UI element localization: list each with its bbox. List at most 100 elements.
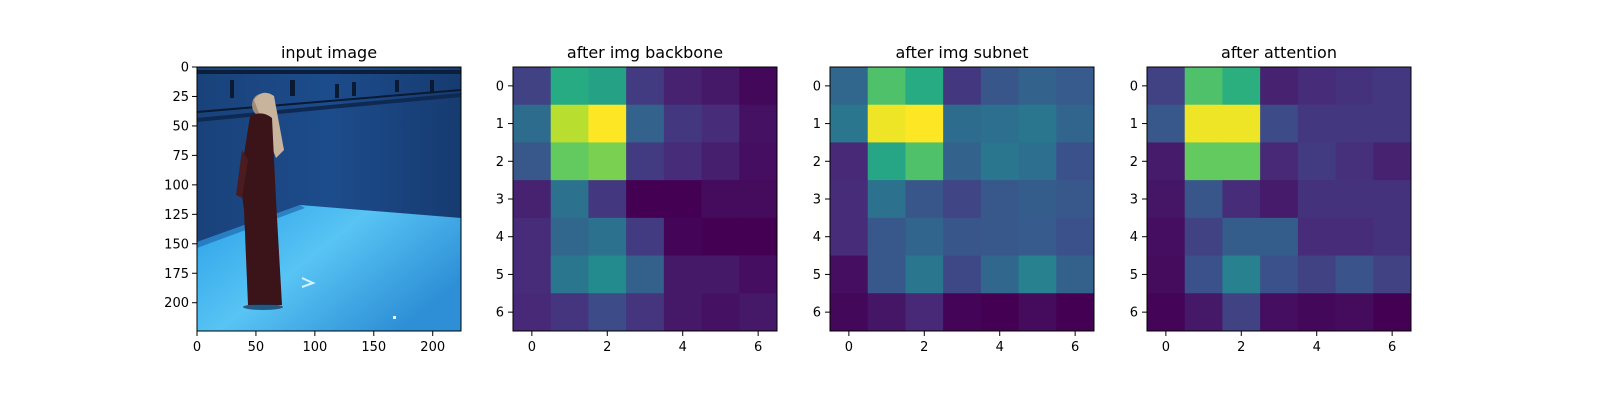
tick-label: 0 bbox=[1130, 79, 1138, 94]
heatmap-cell bbox=[1335, 217, 1374, 256]
heatmap-cell bbox=[1056, 67, 1095, 106]
heatmap-cell bbox=[830, 67, 869, 106]
heatmap-cell bbox=[550, 104, 589, 143]
heatmap-cell bbox=[830, 293, 869, 332]
axes-after-img-backbone: after img backbone 0 2 4 6 0 1 2 3 4 5 6 bbox=[496, 43, 778, 355]
heatmap-cell bbox=[1335, 255, 1374, 294]
heatmap-cell bbox=[701, 142, 740, 181]
tick-label: 4 bbox=[679, 340, 687, 355]
heatmap-cell bbox=[663, 104, 702, 143]
heatmap-cell bbox=[550, 293, 589, 332]
heatmap-cell bbox=[1222, 217, 1261, 256]
heatmap-cell bbox=[980, 142, 1019, 181]
heatmap-cell bbox=[830, 255, 869, 294]
heatmap-cell bbox=[980, 104, 1019, 143]
heatmap-cell bbox=[943, 67, 982, 106]
heatmap-cell bbox=[513, 293, 552, 332]
heatmap-cell bbox=[588, 104, 627, 143]
heatmap-cell bbox=[1222, 104, 1261, 143]
tick-label: 0 bbox=[528, 340, 536, 355]
heatmap-cell bbox=[1147, 293, 1186, 332]
heatmap-cell bbox=[867, 293, 906, 332]
heatmap-cell bbox=[513, 180, 552, 219]
heatmap-cell bbox=[701, 67, 740, 106]
tick-label: 0 bbox=[1162, 340, 1170, 355]
heatmap-cell bbox=[1335, 142, 1374, 181]
heatmap-cell bbox=[1184, 180, 1223, 219]
heatmap-cell bbox=[905, 104, 944, 143]
heatmap-cell bbox=[1184, 293, 1223, 332]
input-photo bbox=[197, 67, 461, 331]
heatmap-cell bbox=[588, 293, 627, 332]
heatmap-cell bbox=[905, 180, 944, 219]
tick-label: 6 bbox=[496, 306, 504, 321]
heatmap-cell bbox=[1260, 67, 1299, 106]
heatmap-cell bbox=[626, 180, 665, 219]
heatmap-cell bbox=[588, 180, 627, 219]
axes-after-attention: after attention 0 2 4 6 0 1 2 3 4 5 6 bbox=[1130, 43, 1412, 355]
heatmap-cell bbox=[1018, 67, 1057, 106]
tick-label: 4 bbox=[496, 230, 504, 245]
tick-label: 1 bbox=[496, 117, 504, 132]
heatmap-cell bbox=[626, 104, 665, 143]
tick-label: 1 bbox=[813, 117, 821, 132]
heatmap-cell bbox=[905, 67, 944, 106]
heatmap-cell bbox=[867, 255, 906, 294]
heatmap-cell bbox=[626, 67, 665, 106]
tick-label: 0 bbox=[813, 79, 821, 94]
heatmap-cell bbox=[550, 255, 589, 294]
heatmap-cell bbox=[1297, 67, 1336, 106]
heatmap-cell bbox=[663, 217, 702, 256]
heatmap-cell bbox=[513, 255, 552, 294]
tick-label: 4 bbox=[813, 230, 821, 245]
tick-label: 2 bbox=[496, 155, 504, 170]
heatmap-cell bbox=[1056, 217, 1095, 256]
heatmap-cell bbox=[905, 142, 944, 181]
tick-label: 75 bbox=[172, 149, 189, 164]
tick-label: 0 bbox=[845, 340, 853, 355]
tick-label: 0 bbox=[193, 340, 201, 355]
heatmap-cell bbox=[905, 293, 944, 332]
tick-label: 100 bbox=[164, 178, 189, 193]
tick-label: 6 bbox=[813, 306, 821, 321]
chart-title: after img subnet bbox=[895, 43, 1028, 62]
heatmap-cell bbox=[1297, 293, 1336, 332]
heatmap-cell bbox=[513, 217, 552, 256]
axes-after-img-subnet: after img subnet 0 2 4 6 0 1 2 3 4 5 6 bbox=[813, 43, 1095, 355]
heatmap-cell bbox=[550, 142, 589, 181]
tick-label: 6 bbox=[1130, 306, 1138, 321]
heatmap-cell bbox=[663, 67, 702, 106]
tick-label: 150 bbox=[361, 340, 386, 355]
heatmap-cell bbox=[980, 255, 1019, 294]
heatmap-cell bbox=[550, 67, 589, 106]
heatmap-cell bbox=[943, 293, 982, 332]
heatmap-cell bbox=[1147, 142, 1186, 181]
heatmap-cell bbox=[1373, 255, 1412, 294]
heatmap-cell bbox=[1222, 255, 1261, 294]
heatmap-cell bbox=[513, 142, 552, 181]
heatmap-cell bbox=[943, 142, 982, 181]
tick-label: 175 bbox=[164, 267, 189, 282]
heatmap-cell bbox=[1018, 293, 1057, 332]
heatmap-cell bbox=[1373, 180, 1412, 219]
heatmap-cell bbox=[943, 255, 982, 294]
tick-label: 2 bbox=[813, 155, 821, 170]
tick-label: 4 bbox=[1130, 230, 1138, 245]
heatmap-cell bbox=[701, 217, 740, 256]
person-figure bbox=[236, 92, 284, 310]
heatmap-cell bbox=[701, 255, 740, 294]
heatmap-cell bbox=[1260, 142, 1299, 181]
heatmap-cell bbox=[943, 217, 982, 256]
heatmap-cell bbox=[1147, 217, 1186, 256]
heatmap-cell bbox=[1260, 293, 1299, 332]
heatmap-cell bbox=[867, 217, 906, 256]
heatmap-cell bbox=[830, 180, 869, 219]
heatmap-cell bbox=[588, 142, 627, 181]
heatmap-cell bbox=[1018, 180, 1057, 219]
heatmap-cell bbox=[1335, 180, 1374, 219]
heatmap-cell bbox=[739, 180, 778, 219]
tick-label: 125 bbox=[164, 208, 189, 223]
tick-label: 100 bbox=[302, 340, 327, 355]
heatmap-cell bbox=[1260, 180, 1299, 219]
